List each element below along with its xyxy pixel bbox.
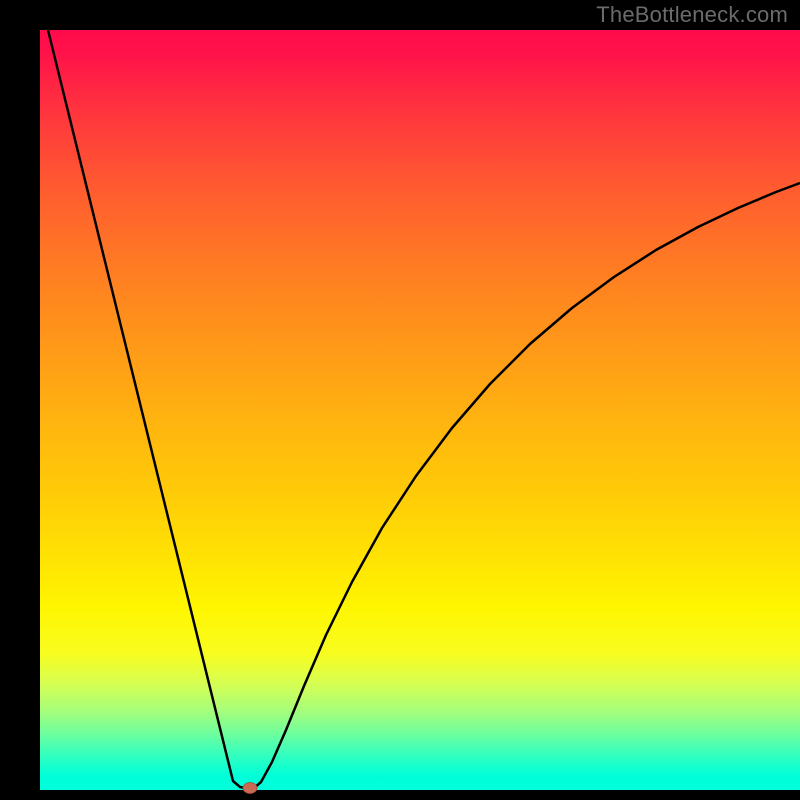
curve-svg-layer <box>40 30 800 790</box>
attribution-link[interactable]: TheBottleneck.com <box>596 2 788 28</box>
plot-area <box>40 30 800 790</box>
chart-container: TheBottleneck.com <box>0 0 800 800</box>
bottleneck-curve <box>47 26 800 789</box>
optimal-point-marker <box>243 783 257 794</box>
